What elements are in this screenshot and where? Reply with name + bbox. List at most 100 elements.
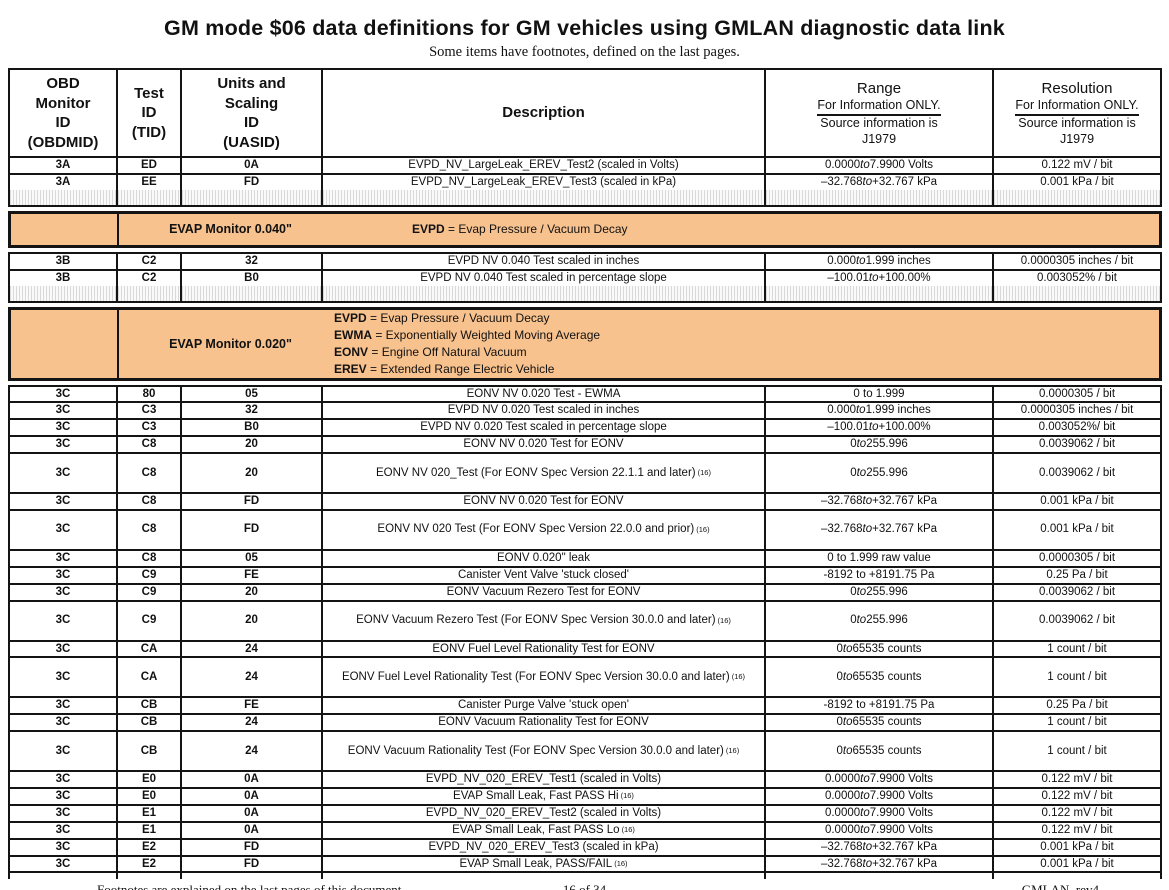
tid-cell: C3 bbox=[118, 420, 182, 436]
table-row: 3C CA 24 EONV Fuel Level Rationality Test (… bbox=[10, 658, 1160, 699]
obdmid-cell: 3C bbox=[10, 550, 118, 566]
range-cell: 0 to 255.996 bbox=[766, 601, 994, 640]
uasid-cell: 20 bbox=[182, 454, 323, 492]
range-cell: 0.0000 to 7.9900 Volts bbox=[766, 789, 994, 804]
range-cell: –32.768 to +32.767 kPa bbox=[766, 494, 994, 509]
range-cell: –32.768 to +32.767 kPa bbox=[766, 839, 994, 855]
resolution-cell: 0.0000305 / bit bbox=[1038, 387, 1116, 400]
header-description: Description bbox=[323, 70, 766, 156]
range-cell: 0 to 65535 counts bbox=[766, 641, 994, 657]
obdmid-cell: 3C bbox=[10, 601, 118, 640]
header-resolution-title: Resolution bbox=[1041, 79, 1113, 97]
separator-row bbox=[10, 285, 1160, 301]
header-resolution: Resolution For Information ONLY. Source … bbox=[994, 70, 1160, 156]
uasid-cell: 24 bbox=[182, 641, 323, 657]
stub-cell bbox=[766, 873, 994, 880]
table-row: 3C E2 FD EVAP Small Leak, PASS/FAIL (16) –32.… bbox=[10, 856, 1160, 872]
obdmid-cell: 3C bbox=[10, 403, 118, 419]
stub-cell bbox=[182, 873, 323, 880]
section-spacer-cell bbox=[11, 213, 119, 245]
tid-cell: C9 bbox=[118, 567, 182, 583]
obdmid-cell: 3C bbox=[10, 437, 118, 452]
section-spacer-cell bbox=[11, 309, 119, 378]
range-cell: 0.0000 to 7.9900 Volts bbox=[766, 158, 994, 173]
obdmid-cell: 3C bbox=[10, 658, 118, 697]
resolution-cell: 0.0039062 / bit bbox=[1038, 585, 1116, 598]
tid-cell: E1 bbox=[118, 805, 182, 821]
separator-cell bbox=[323, 189, 766, 205]
range-cell: 0.000 to 1.999 inches bbox=[766, 253, 994, 269]
resolution-cell: 0.0039062 / bit bbox=[1038, 466, 1116, 479]
range-cell: 0 to 255.996 bbox=[766, 454, 994, 492]
section-definition: EVPD = Evap Pressure / Vacuum Decay bbox=[334, 310, 550, 325]
obdmid-cell: 3B bbox=[10, 270, 118, 286]
tid-cell: E2 bbox=[118, 839, 182, 855]
separator-cell bbox=[182, 189, 323, 205]
separator-cell bbox=[323, 285, 766, 301]
description-cell: EONV NV 0.020 Test for EONV bbox=[323, 494, 766, 509]
obdmid-cell: 3C bbox=[10, 839, 118, 855]
uasid-cell: 32 bbox=[182, 253, 323, 269]
definition-abbr: EONV bbox=[334, 344, 369, 359]
separator-cell bbox=[994, 189, 1160, 205]
rows-3a: 3A ED 0A EVPD_NV_LargeLeak_EREV_Test2 (scal… bbox=[10, 158, 1160, 190]
tid-cell: CA bbox=[118, 658, 182, 697]
table-row: 3C CB FE Canister Purge Valve 'stuck open' -… bbox=[10, 698, 1160, 716]
resolution-cell: 1 count / bit bbox=[1047, 744, 1107, 757]
rows-3b: 3B C2 32 EVPD NV 0.040 Test scaled in inche… bbox=[10, 253, 1160, 286]
obdmid-cell: 3C bbox=[10, 510, 118, 549]
resolution-cell: 0.122 mV / bit bbox=[1041, 790, 1113, 802]
tid-cell: C2 bbox=[118, 253, 182, 269]
section-definition: EVPD = Evap Pressure / Vacuum Decay bbox=[412, 221, 628, 236]
table-row: 3C C9 FE Canister Vent Valve 'stuck closed'… bbox=[10, 567, 1160, 585]
range-cell: 0.0000 to 7.9900 Volts bbox=[766, 772, 994, 787]
description-cell: EVPD_NV_LargeLeak_EREV_Test2 (scaled in … bbox=[323, 158, 766, 173]
section-definition: EREV = Extended Range Electric Vehicle bbox=[334, 361, 555, 376]
resolution-cell: 0.0039062 / bit bbox=[1038, 438, 1116, 451]
range-cell: –32.768 to +32.767 kPa bbox=[766, 510, 994, 549]
definition-abbr: EWMA bbox=[334, 327, 372, 342]
uasid-cell: 24 bbox=[182, 732, 323, 771]
tid-cell: E0 bbox=[118, 772, 182, 787]
obdmid-cell: 3A bbox=[10, 158, 118, 173]
resolution-cell: 0.122 mV / bit bbox=[1041, 159, 1113, 171]
resolution-cell: 1 count / bit bbox=[1047, 670, 1107, 683]
table-row: 3C C9 20 EONV Vacuum Rezero Test for EONV 0 … bbox=[10, 584, 1160, 602]
table-row: 3C C8 20 EONV NV 0.020 Test for EONV 0 to 25… bbox=[10, 437, 1160, 454]
table-row: 3C C8 FD EONV NV 020 Test (For EONV Spec Ve… bbox=[10, 510, 1160, 551]
block-3c: 3C 80 05 EONV NV 0.020 Test - EWMA 0 to 1.99… bbox=[8, 384, 1162, 874]
section-label: EVAP Monitor 0.040" bbox=[169, 222, 292, 237]
tid-cell: CB bbox=[118, 698, 182, 714]
uasid-cell: 0A bbox=[182, 158, 323, 173]
header-resolution-source: Source information is bbox=[1018, 115, 1136, 130]
separator-cell bbox=[766, 285, 994, 301]
obdmid-cell: 3C bbox=[10, 386, 118, 402]
obdmid-cell: 3C bbox=[10, 641, 118, 657]
description-cell: EONV NV 0.020 Test - EWMA bbox=[323, 386, 766, 402]
resolution-cell: 0.001 kPa / bit bbox=[1040, 495, 1114, 507]
tid-cell: C3 bbox=[118, 403, 182, 419]
obdmid-cell: 3C bbox=[10, 715, 118, 731]
tid-cell: E2 bbox=[118, 856, 182, 872]
resolution-cell: 1 count / bit bbox=[1047, 642, 1107, 655]
section-evap-020: EVAP Monitor 0.020" EVPD = Evap Pressure… bbox=[8, 306, 1162, 381]
table-row: 3C E1 0A EVPD_NV_020_EREV_Test2 (scaled in … bbox=[10, 805, 1160, 823]
table-row: 3C C8 FD EONV NV 0.020 Test for EONV –32.768… bbox=[10, 494, 1160, 511]
definition-abbr: EREV bbox=[334, 361, 367, 376]
stub-cell bbox=[994, 873, 1160, 879]
uasid-cell: 0A bbox=[182, 772, 323, 787]
uasid-cell: 05 bbox=[182, 386, 323, 402]
uasid-cell: 20 bbox=[182, 437, 323, 452]
uasid-cell: FD bbox=[182, 856, 323, 872]
tid-cell: C8 bbox=[118, 550, 182, 566]
table-header-row: OBD Monitor ID (OBDMID) Test ID (TID) Un… bbox=[10, 70, 1160, 158]
resolution-cell: 0.122 mV / bit bbox=[1041, 806, 1113, 819]
separator-cell bbox=[118, 189, 182, 205]
table-row: 3C CB 24 EONV Vacuum Rationality Test (For … bbox=[10, 732, 1160, 773]
tid-cell: EE bbox=[118, 174, 182, 190]
obdmid-cell: 3A bbox=[10, 174, 118, 190]
block-3a: OBD Monitor ID (OBDMID) Test ID (TID) Un… bbox=[8, 68, 1162, 207]
table-row: 3C E2 FD EVPD_NV_020_EREV_Test3 (scaled in … bbox=[10, 839, 1160, 857]
tid-cell: CB bbox=[118, 715, 182, 731]
description-cell: Canister Vent Valve 'stuck closed' bbox=[323, 567, 766, 583]
